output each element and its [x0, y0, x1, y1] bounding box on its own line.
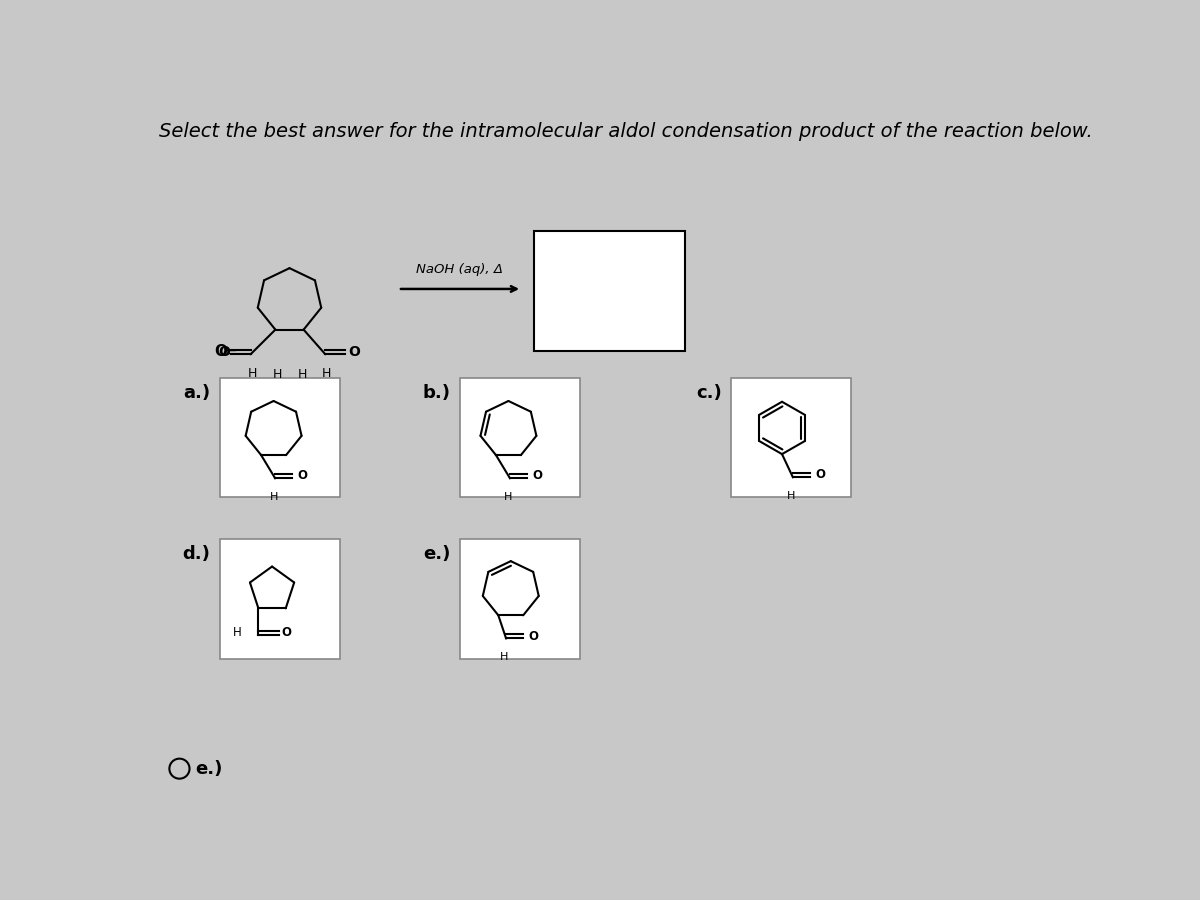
Text: H: H: [274, 368, 282, 381]
Bar: [731, 377, 851, 497]
Text: H: H: [247, 367, 257, 381]
Bar: [220, 539, 340, 659]
Text: O: O: [298, 470, 307, 482]
Text: O: O: [528, 630, 539, 643]
Bar: [460, 377, 580, 497]
Text: O: O: [217, 345, 229, 359]
Text: a.): a.): [184, 383, 210, 401]
Text: Select the best answer for the intramolecular aldol condensation product of the : Select the best answer for the intramole…: [160, 122, 1093, 141]
Text: H: H: [269, 492, 277, 502]
Text: H: H: [500, 652, 509, 662]
Text: H: H: [787, 491, 796, 501]
Text: d.): d.): [182, 545, 210, 563]
Bar: [460, 539, 580, 659]
Text: H: H: [233, 626, 241, 640]
Bar: [534, 231, 685, 351]
Text: H: H: [322, 367, 331, 381]
Text: O: O: [533, 470, 542, 482]
Text: O: O: [815, 468, 826, 482]
Text: =: =: [224, 345, 236, 359]
Text: b.): b.): [422, 383, 451, 401]
Text: c.): c.): [696, 383, 722, 401]
Bar: [220, 377, 340, 497]
Text: NaOH (aq), Δ: NaOH (aq), Δ: [416, 263, 504, 276]
Text: O: O: [214, 345, 227, 359]
Text: O: O: [348, 345, 360, 359]
Text: H: H: [298, 368, 307, 381]
Text: e.): e.): [196, 760, 223, 778]
Text: H: H: [504, 492, 512, 502]
Text: O: O: [282, 626, 292, 640]
Text: e.): e.): [424, 545, 451, 563]
